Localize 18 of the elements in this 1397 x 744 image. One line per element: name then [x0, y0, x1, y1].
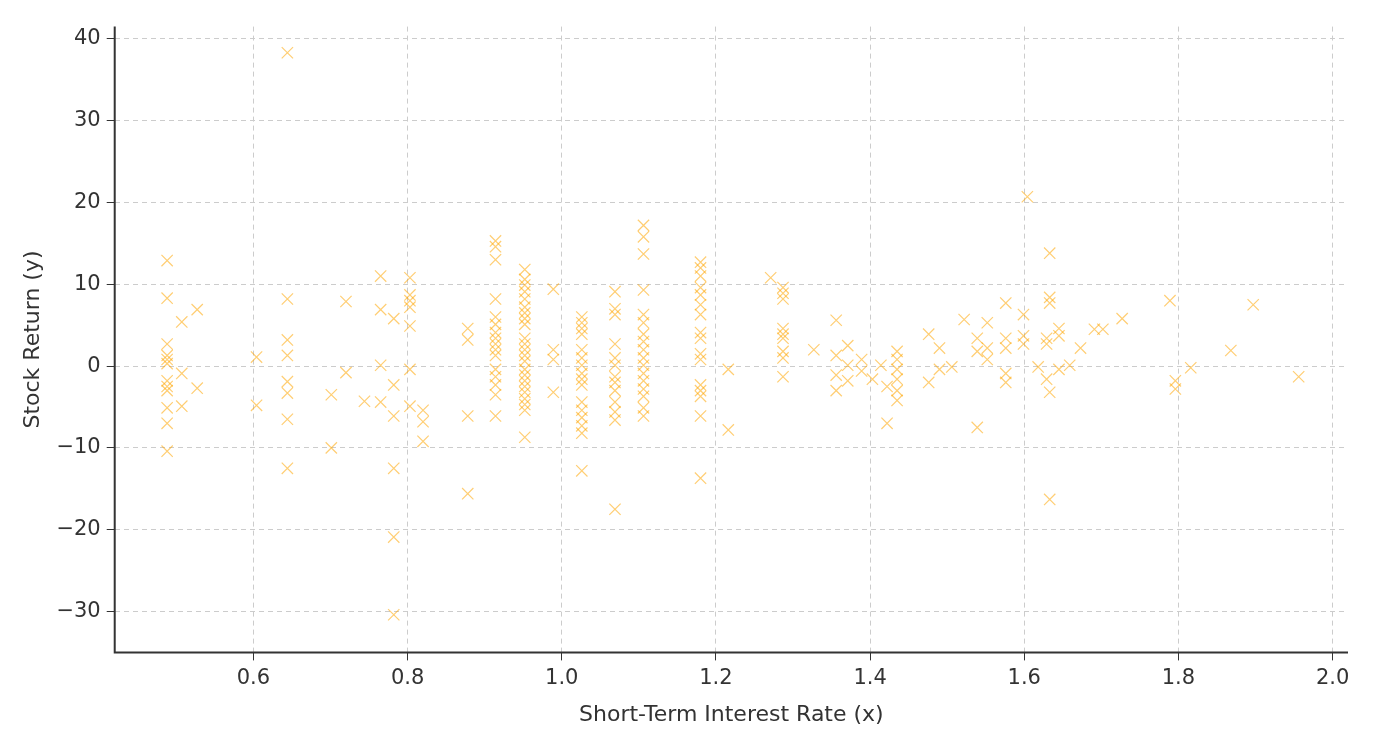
y-tick-label: 40: [73, 25, 101, 50]
y-tick-label: 10: [73, 270, 101, 295]
y-tick-label: 0: [87, 352, 101, 377]
y-tick-label: −10: [56, 434, 101, 459]
y-tick-label: −20: [56, 516, 101, 541]
x-tick-label: 1.2: [699, 665, 733, 690]
y-tick-label: −30: [56, 597, 101, 622]
x-tick-label: 1.4: [853, 665, 887, 690]
y-tick-label: 30: [73, 107, 101, 132]
x-tick-label: 1.6: [1007, 665, 1041, 690]
x-axis-title: Short-Term Interest Rate (x): [579, 700, 884, 726]
y-tick-label: 20: [73, 188, 101, 213]
x-tick-label: 0.6: [236, 665, 271, 690]
x-tick-label: 2.0: [1315, 665, 1350, 690]
x-tick-label: 1.8: [1161, 665, 1196, 690]
y-axis-title: Stock Return (y): [18, 250, 44, 429]
x-tick-label: 1.0: [545, 665, 579, 690]
x-tick-label: 0.8: [390, 665, 425, 690]
